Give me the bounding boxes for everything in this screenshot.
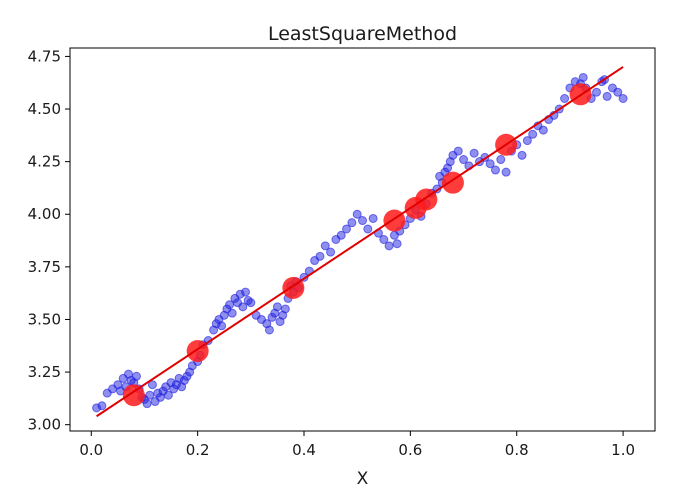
data-point (453, 146, 463, 156)
data-point (490, 165, 500, 175)
data-point (342, 224, 352, 234)
y-tick-label: 3.75 (28, 258, 61, 276)
y-tick-label: 4.50 (28, 100, 61, 118)
data-point (336, 230, 346, 240)
data-point (522, 136, 532, 146)
data-point (97, 401, 107, 411)
fit-line (96, 66, 624, 418)
data-point (517, 150, 527, 160)
x-tick-label: 0.4 (292, 441, 316, 459)
y-axis: 3.00 3.25 3.50 3.75 4.00 4.25 4.50 4.75 (28, 47, 70, 434)
data-point (618, 94, 628, 104)
scatter-points-layer (92, 72, 628, 413)
data-point (163, 390, 173, 400)
data-point (326, 247, 336, 257)
y-tick-label: 3.25 (28, 363, 61, 381)
data-point (347, 218, 357, 228)
chart-title: LeastSquareMethod (268, 23, 457, 45)
data-point (280, 304, 290, 314)
data-point (227, 308, 237, 318)
data-point (592, 87, 601, 97)
data-point (459, 155, 469, 165)
data-point (238, 302, 248, 312)
data-point (602, 91, 612, 101)
data-point (538, 125, 548, 135)
data-point (501, 167, 511, 177)
x-axis: 0.0 0.2 0.4 0.6 0.8 1.0 (79, 431, 635, 459)
x-tick-label: 0.2 (186, 441, 210, 459)
y-tick-label: 3.50 (28, 310, 61, 328)
y-tick-label: 4.00 (28, 205, 61, 223)
y-tick-label: 3.00 (28, 416, 61, 434)
data-point (264, 325, 274, 335)
data-point (363, 224, 373, 234)
x-tick-label: 1.0 (611, 441, 635, 459)
data-point (147, 380, 157, 390)
data-point (241, 287, 250, 297)
data-point (217, 321, 227, 331)
data-point (613, 87, 623, 97)
data-point (368, 213, 378, 223)
y-tick-label: 4.75 (28, 47, 61, 65)
data-point (358, 216, 367, 226)
x-tick-label: 0.8 (505, 441, 529, 459)
data-point (528, 129, 538, 139)
data-point (578, 72, 588, 82)
data-point (272, 302, 282, 312)
x-tick-label: 0.6 (398, 441, 422, 459)
data-point (352, 209, 362, 219)
x-tick-label: 0.0 (79, 441, 103, 459)
data-point (496, 155, 506, 165)
data-point (320, 241, 330, 251)
data-point (485, 159, 495, 169)
plot-frame (69, 47, 656, 432)
y-tick-label: 4.25 (28, 153, 61, 171)
data-point (246, 298, 256, 308)
data-point (392, 239, 402, 249)
data-point (469, 148, 479, 158)
data-point (142, 399, 152, 409)
sample-point (122, 384, 145, 407)
x-axis-label: X (357, 469, 369, 489)
data-point (315, 251, 325, 261)
data-point (560, 94, 570, 104)
data-point (384, 241, 394, 251)
data-point (379, 235, 389, 244)
sample-points-layer (122, 83, 592, 407)
data-point (131, 371, 141, 381)
